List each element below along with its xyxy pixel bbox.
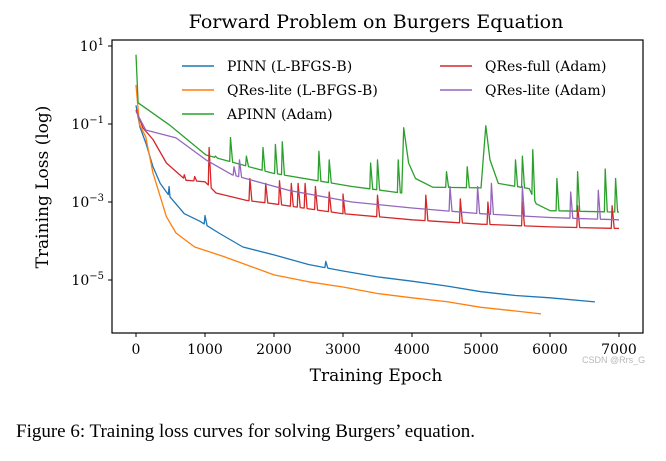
- x-tick-label: 3000: [325, 342, 361, 358]
- legend-label: PINN (L-BFGS-B): [227, 59, 352, 75]
- x-axis-label: Training Epoch: [310, 366, 443, 386]
- x-tick-label: 7000: [601, 342, 637, 358]
- loss-chart: Forward Problem on Burgers Equation 0 100…: [33, 11, 644, 386]
- series-line-2: [135, 54, 619, 213]
- y-tick-label: 101: [80, 37, 104, 55]
- y-tick-label: 10−1: [71, 115, 104, 133]
- series-line-3: [135, 109, 620, 230]
- legend: PINN (L-BFGS-B) QRes-lite (L-BFGS-B) APINN…: [182, 59, 606, 123]
- series-line-4: [135, 111, 620, 221]
- x-tick-label: 2000: [256, 342, 292, 358]
- x-tick-label: 5000: [463, 342, 499, 358]
- legend-label: QRes-full (Adam): [485, 59, 606, 75]
- x-tick-label: 1000: [187, 342, 223, 358]
- watermark: CSDN @Rrs_G: [582, 355, 646, 365]
- series-line-1: [135, 84, 542, 315]
- chart-title: Forward Problem on Burgers Equation: [189, 11, 564, 33]
- x-tick-label: 0: [132, 342, 141, 358]
- series-line-0: [135, 105, 595, 303]
- figure-caption: Figure 6: Training loss curves for solvi…: [16, 421, 475, 442]
- x-tick-label: 6000: [532, 342, 568, 358]
- plot-frame: [111, 39, 644, 334]
- y-tick-label: 10−5: [71, 271, 104, 289]
- x-tick-label: 4000: [394, 342, 430, 358]
- y-axis-label: Training Loss (log): [33, 106, 53, 269]
- legend-label: QRes-lite (Adam): [485, 83, 606, 99]
- legend-label: QRes-lite (L-BFGS-B): [227, 83, 378, 99]
- y-tick-label: 10−3: [71, 193, 104, 211]
- legend-label: APINN (Adam): [226, 107, 333, 123]
